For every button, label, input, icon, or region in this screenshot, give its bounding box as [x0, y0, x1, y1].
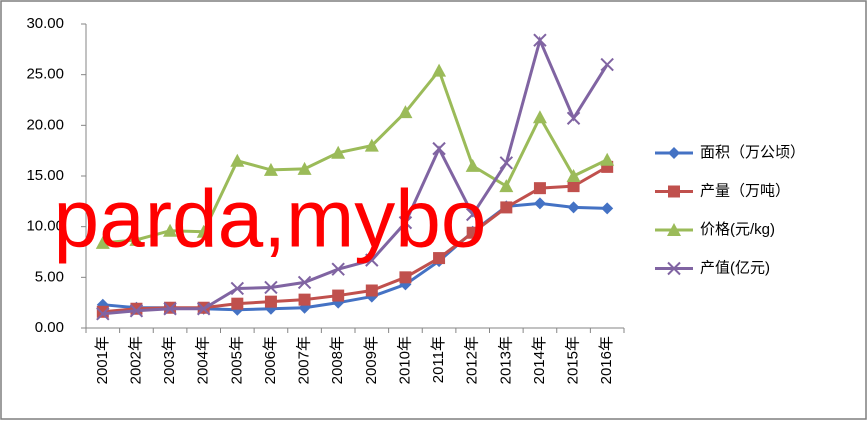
- x-tick-label: 2013年: [497, 336, 514, 384]
- marker: [96, 307, 110, 321]
- x-tick-label: 2011年: [430, 336, 447, 383]
- marker: [668, 185, 680, 198]
- marker: [600, 152, 615, 166]
- x-tick-label: 2001年: [94, 336, 111, 384]
- marker: [567, 201, 580, 214]
- y-tick-label: 0.00: [35, 319, 64, 336]
- marker: [668, 147, 680, 159]
- marker: [533, 182, 546, 195]
- marker: [432, 63, 447, 77]
- x-tick-label: 2012年: [464, 336, 481, 384]
- legend-label: 面积（万公顷）: [700, 144, 805, 161]
- x-tick-label: 2005年: [228, 336, 245, 384]
- marker: [230, 281, 245, 296]
- series-line: [102, 67, 608, 245]
- marker: [331, 145, 346, 159]
- marker: [500, 201, 513, 214]
- marker: [196, 302, 211, 316]
- x-tick-label: 2016年: [598, 336, 615, 384]
- x-tick-label: 2015年: [565, 336, 582, 384]
- x-tick-label: 2003年: [161, 336, 178, 384]
- marker: [196, 224, 211, 238]
- marker: [264, 295, 277, 308]
- x-tick-label: 2010年: [396, 336, 413, 384]
- marker: [601, 202, 614, 215]
- marker: [331, 262, 345, 276]
- y-tick-label: 30.00: [26, 15, 64, 32]
- marker: [129, 232, 144, 246]
- marker: [332, 289, 345, 302]
- marker: [533, 197, 546, 210]
- marker: [96, 305, 109, 318]
- series-line: [102, 35, 609, 316]
- x-tick-label: 2006年: [262, 336, 279, 384]
- marker: [466, 226, 479, 239]
- marker: [230, 153, 245, 167]
- plot-area: 0.00 5.00 10.00 15.00 20.00 25.00 30.00 2001年 20…: [26, 15, 625, 384]
- marker: [600, 57, 614, 72]
- y-tick-label: 10.00: [26, 218, 64, 235]
- marker: [667, 261, 681, 276]
- legend-label: 价格(元/kg): [700, 221, 775, 238]
- legend-label: 产量（万吨）: [700, 182, 790, 199]
- x-tick-label: 2014年: [531, 336, 548, 384]
- marker: [566, 169, 581, 182]
- marker: [499, 179, 514, 193]
- y-tick-label: 25.00: [26, 66, 64, 83]
- marker: [533, 33, 547, 47]
- marker: [163, 302, 177, 316]
- marker: [567, 180, 580, 193]
- marker: [465, 207, 480, 222]
- marker: [365, 253, 379, 267]
- marker: [129, 304, 144, 318]
- x-tick-label: 2004年: [195, 336, 212, 384]
- x-tick-label: 2009年: [363, 336, 380, 384]
- marker: [364, 138, 379, 152]
- legend: 面积（万公顷） 产量（万吨） 价格(元/kg) 产值(亿元): [655, 144, 805, 276]
- legend-label: 产值(亿元): [700, 259, 770, 276]
- x-tick-label: 2007年: [296, 336, 313, 384]
- marker: [433, 252, 446, 265]
- watermark: parda,mybo: [53, 174, 486, 265]
- marker: [398, 105, 413, 119]
- y-tick-label: 20.00: [26, 116, 64, 133]
- marker: [298, 293, 311, 306]
- marker: [398, 215, 413, 230]
- marker: [399, 271, 412, 284]
- marker: [231, 297, 244, 310]
- marker: [667, 223, 681, 236]
- marker: [532, 110, 547, 124]
- marker: [264, 280, 278, 295]
- y-tick-label: 15.00: [26, 167, 64, 184]
- marker: [432, 141, 446, 156]
- marker: [95, 235, 110, 249]
- x-tick-label: 2002年: [127, 336, 144, 384]
- x-tick-label: 2008年: [329, 336, 346, 384]
- y-tick-label: 5.00: [35, 268, 64, 285]
- marker: [297, 161, 312, 175]
- marker: [263, 162, 278, 176]
- marker: [297, 275, 312, 290]
- marker: [365, 284, 378, 297]
- marker: [465, 158, 480, 172]
- marker: [566, 111, 581, 125]
- marker: [130, 302, 143, 315]
- marker: [163, 223, 178, 237]
- marker: [499, 156, 514, 170]
